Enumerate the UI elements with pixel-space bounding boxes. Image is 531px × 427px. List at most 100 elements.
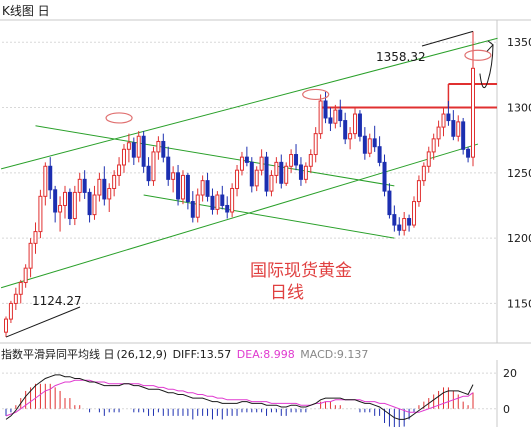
candle-body xyxy=(72,191,77,220)
candle-body xyxy=(387,190,392,216)
candle-body xyxy=(471,67,475,158)
lower-channel-line xyxy=(0,143,479,289)
candle-body xyxy=(416,180,421,203)
macd-indicator-label: 指数平滑异同平均线 日 xyxy=(1,348,115,361)
candle-body xyxy=(141,135,146,167)
low-price-leader xyxy=(5,306,81,338)
candle-body xyxy=(121,148,126,166)
candle-body xyxy=(146,165,151,182)
candle-body xyxy=(112,174,117,189)
touch-marker-3 xyxy=(464,49,492,61)
chart-annotation-instrument: 国际现货黄金 xyxy=(250,261,352,281)
candle-body xyxy=(362,135,367,154)
candle-body xyxy=(259,156,264,171)
candle-body xyxy=(190,201,195,218)
candle-body xyxy=(23,267,28,284)
candle-body xyxy=(126,142,131,150)
macd-y-tick-label: 0 xyxy=(503,403,510,416)
diff-line xyxy=(5,374,474,420)
candle-body xyxy=(367,138,372,154)
candle-body xyxy=(8,302,13,320)
candle-body xyxy=(77,178,82,193)
touch-marker-2 xyxy=(302,88,330,101)
candle-body xyxy=(161,140,166,158)
candle-body xyxy=(176,172,181,200)
macd-value: MACD:9.137 xyxy=(300,348,369,361)
candle-body xyxy=(225,204,230,213)
macd-params: (26,12,9) xyxy=(116,348,168,361)
candle-body xyxy=(318,100,323,135)
candle-body xyxy=(377,146,382,163)
candle-body xyxy=(456,121,461,137)
y-tick-label: 1150 xyxy=(507,297,531,310)
candle-body xyxy=(284,165,289,184)
candle-body xyxy=(82,178,87,193)
main-price-chart[interactable]: 1350 1300 1250 1200 1150 1358.32 1124.27 xyxy=(0,0,531,344)
candle-body xyxy=(53,189,58,213)
candle-body xyxy=(372,138,377,148)
candle-body xyxy=(466,148,471,158)
forecast-path xyxy=(479,44,494,89)
y-tick-label: 1300 xyxy=(507,102,531,115)
candle-body xyxy=(249,161,254,187)
candle-body xyxy=(436,126,441,140)
candle-body xyxy=(392,214,397,226)
candle-body xyxy=(461,121,466,150)
candle-body xyxy=(328,117,333,124)
candle-body xyxy=(353,113,358,135)
low-price-label: 1124.27 xyxy=(32,294,82,308)
high-price-leader xyxy=(421,30,474,47)
candle-body xyxy=(343,120,348,140)
candle-body xyxy=(357,113,362,137)
candle-body xyxy=(303,165,308,180)
candle-body xyxy=(107,187,112,200)
candle-body xyxy=(166,156,171,180)
candle-body xyxy=(323,100,328,119)
candle-body xyxy=(92,194,97,216)
candle-body xyxy=(382,161,387,192)
candle-body xyxy=(338,109,343,122)
macd-chart[interactable]: 20 0 xyxy=(0,360,531,427)
macd-y-tick-label: 20 xyxy=(503,367,517,380)
y-tick-label: 1200 xyxy=(507,232,531,245)
candle-body xyxy=(28,242,33,269)
candle-body xyxy=(412,201,417,226)
candle-body xyxy=(397,224,402,231)
candle-body xyxy=(348,133,353,140)
macd-header: 指数平滑异同平均线 日 (26,12,9) DIFF:13.57 DEA:8.99… xyxy=(1,346,370,362)
candle-body xyxy=(200,180,205,196)
candle-body xyxy=(62,191,67,206)
candle-body xyxy=(180,174,185,200)
touch-marker-1 xyxy=(105,112,133,124)
page-title: K线图 日 xyxy=(2,4,50,18)
candle-body xyxy=(33,231,38,244)
chart-annotation-period: 日线 xyxy=(270,283,304,303)
candle-body xyxy=(195,194,200,218)
candle-body xyxy=(279,161,284,184)
candle-body xyxy=(210,195,215,210)
candle-body xyxy=(239,156,244,171)
candle-body xyxy=(4,318,8,333)
candle-body xyxy=(431,138,436,153)
candle-body xyxy=(421,165,426,182)
candle-body xyxy=(205,180,210,197)
forecast-arrowhead xyxy=(486,40,494,52)
macd-background xyxy=(0,360,531,427)
y-tick-label: 1350 xyxy=(507,36,531,49)
candle-body xyxy=(185,174,190,203)
candle-body xyxy=(117,164,122,176)
candle-body xyxy=(156,140,161,153)
macd-dea-value: DEA:8.998 xyxy=(236,348,295,361)
descending-channel-upper xyxy=(35,125,395,187)
candle-body xyxy=(441,113,446,128)
candle-body xyxy=(426,151,431,167)
candle-body xyxy=(230,187,235,213)
candle-body xyxy=(289,154,294,167)
candle-body xyxy=(264,156,269,192)
candle-body xyxy=(446,113,451,122)
candle-body xyxy=(235,169,240,189)
upper-channel-line xyxy=(0,37,498,170)
candle-body xyxy=(87,191,92,216)
y-tick-label: 1250 xyxy=(507,167,531,180)
